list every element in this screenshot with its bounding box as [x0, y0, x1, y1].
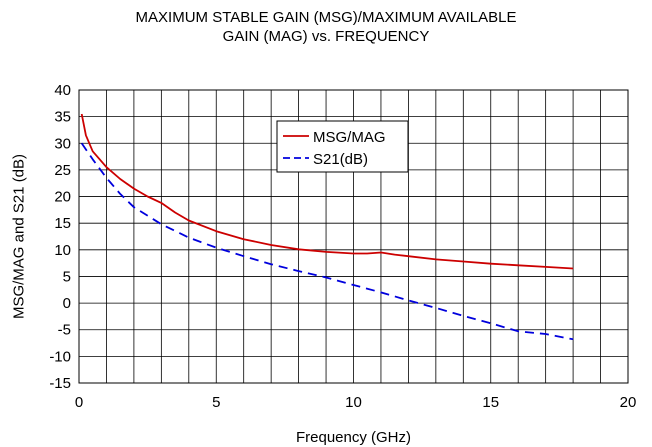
- y-tick-label: 30: [54, 135, 71, 152]
- y-tick-label: -10: [49, 348, 71, 365]
- x-tick-label: 0: [75, 394, 83, 411]
- y-tick-label: -5: [58, 322, 71, 339]
- y-tick-label: 5: [63, 268, 71, 285]
- y-tick-label: 0: [63, 295, 71, 312]
- y-tick-label: 10: [54, 242, 71, 259]
- tick-labels: -15 -10 -5 0 5 10 15 20 25 30 35 40 0 5 10 15 20: [49, 82, 636, 411]
- legend: MSG/MAG S21(dB): [276, 120, 409, 173]
- y-axis-label: MSG/MAG and S21 (dB): [10, 154, 27, 319]
- y-tick-label: -15: [49, 375, 71, 392]
- legend-label: MSG/MAG: [313, 129, 386, 146]
- y-tick-label: 35: [54, 109, 71, 126]
- x-tick-label: 10: [345, 394, 362, 411]
- y-tick-label: 15: [54, 215, 71, 232]
- plot-frame: [78, 89, 629, 384]
- series-line-s21: [80, 142, 574, 341]
- y-tick-label: 20: [54, 189, 71, 206]
- chart-title-line-2: GAIN (MAG) vs. FREQUENCY: [222, 28, 430, 45]
- x-tick-label: 20: [620, 394, 637, 411]
- x-tick-label: 5: [212, 394, 220, 411]
- y-tick-label: 40: [54, 82, 71, 99]
- chart-title: MAXIMUM STABLE GAIN (MSG)/MAXIMUM AVAILA…: [0, 8, 652, 46]
- legend-box: [276, 120, 409, 173]
- x-axis-label: Frequency (GHz): [296, 429, 411, 446]
- series-line-msg-mag: [80, 113, 574, 270]
- series-lines: [80, 113, 574, 341]
- chart-title-line-1: MAXIMUM STABLE GAIN (MSG)/MAXIMUM AVAILA…: [135, 9, 517, 26]
- y-tick-label: 25: [54, 162, 71, 179]
- x-tick-label: 15: [482, 394, 499, 411]
- legend-label: S21(dB): [313, 151, 368, 168]
